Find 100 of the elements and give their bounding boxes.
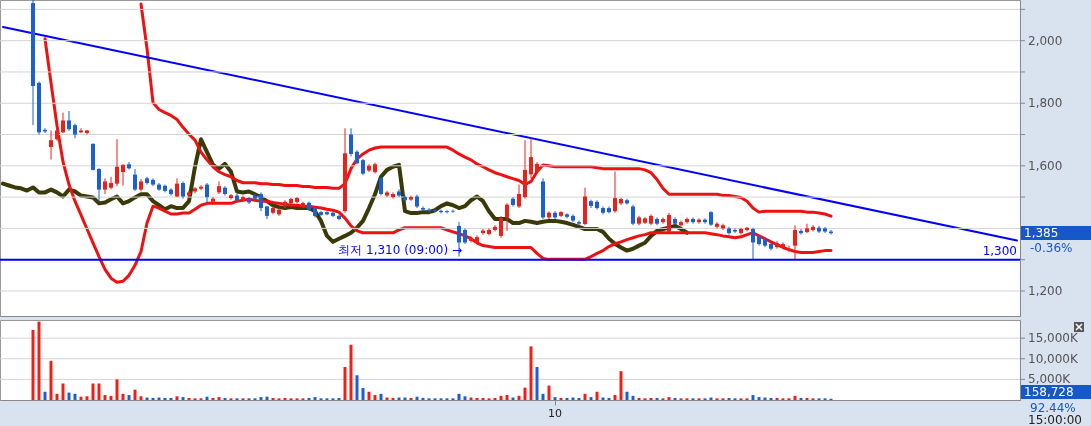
candlestick: [349, 127, 353, 157]
candlestick: [505, 202, 509, 232]
bar: [541, 393, 545, 400]
ref-line-label: 1,300: [982, 243, 1017, 258]
bar: [499, 395, 503, 400]
text: 1,385: [1024, 226, 1059, 240]
bar: [655, 397, 659, 400]
bar: [391, 397, 395, 400]
bar: [583, 393, 587, 400]
bar: [361, 388, 365, 400]
bar: [727, 397, 731, 400]
y-tick-label: 2,000: [1028, 33, 1063, 48]
candlestick: [253, 193, 257, 201]
candlestick: [109, 176, 113, 190]
candlestick: [199, 184, 203, 191]
candlestick: [421, 206, 425, 212]
bar: [163, 397, 167, 400]
candlestick: [79, 127, 83, 134]
bar: [793, 395, 797, 400]
bar: [637, 397, 641, 400]
bar: [31, 329, 35, 400]
candlestick: [175, 177, 179, 198]
bar: [109, 395, 113, 400]
bar: [607, 397, 611, 400]
bar: [307, 397, 311, 400]
bar: [355, 375, 359, 400]
bar: [175, 396, 179, 400]
y-tick-label: 5,000K: [1028, 372, 1072, 387]
candlestick: [781, 241, 785, 250]
bar: [547, 385, 551, 400]
bar: [559, 397, 563, 400]
annotation: 최저 1,310 (09:00) →: [338, 242, 462, 257]
bar: [565, 397, 569, 400]
candlestick: [685, 216, 689, 225]
bar: [151, 397, 155, 400]
bar: [67, 392, 71, 400]
candlestick: [715, 221, 719, 229]
candlestick: [691, 216, 695, 225]
candlestick: [379, 176, 383, 197]
bar: [577, 397, 581, 400]
candlestick: [391, 191, 395, 200]
bar: [343, 367, 347, 400]
candlestick: [205, 182, 209, 204]
bar: [421, 397, 425, 400]
candlestick: [613, 170, 617, 214]
candlestick: [229, 193, 233, 201]
candlestick: [811, 224, 815, 233]
bar: [49, 360, 53, 400]
candlestick: [133, 168, 137, 192]
bar: [187, 397, 191, 400]
y-tick-label: 1,800: [1028, 96, 1063, 111]
bar: [463, 396, 467, 400]
bar: [367, 391, 371, 400]
candlestick: [631, 204, 635, 226]
bar: [625, 391, 629, 400]
candlestick: [517, 184, 521, 209]
candlestick: [661, 216, 665, 225]
line-series: [43, 37, 833, 284]
candlestick: [493, 224, 497, 233]
bar: [217, 397, 221, 400]
bar: [649, 397, 653, 400]
candlestick: [211, 196, 215, 206]
y-tick-label: 15,000K: [1028, 331, 1079, 346]
bar: [493, 397, 497, 400]
bar: [139, 396, 143, 400]
line-series: [139, 2, 833, 218]
y-tick-label: 1,600: [1028, 158, 1063, 173]
candlestick: [121, 163, 125, 187]
bar: [553, 397, 557, 400]
bar: [673, 397, 677, 400]
bar: [127, 395, 131, 400]
y-tick-label: 10,000K: [1028, 351, 1079, 366]
candlestick: [805, 223, 809, 234]
y-tick-label: 1,200: [1028, 283, 1063, 298]
bar: [181, 397, 185, 400]
bar: [517, 395, 521, 400]
text: 15:00:00: [1028, 413, 1082, 426]
bar: [283, 397, 287, 400]
bar: [457, 393, 461, 400]
bar: [769, 397, 773, 400]
bar: [259, 397, 263, 400]
bar: [73, 393, 77, 400]
bar: [757, 397, 761, 400]
bar: [121, 393, 125, 400]
bar: [205, 396, 209, 400]
bar: [97, 383, 101, 400]
bar: [271, 397, 275, 400]
bar: [133, 389, 137, 400]
bar: [55, 393, 59, 400]
bar: [805, 397, 809, 400]
candlestick: [217, 180, 221, 195]
bar: [613, 395, 617, 400]
bar: [619, 371, 623, 400]
candlestick: [667, 212, 671, 234]
bar: [409, 397, 413, 400]
bar: [379, 393, 383, 400]
bar: [61, 383, 65, 400]
bar: [631, 395, 635, 400]
candlestick: [751, 227, 755, 261]
candlestick: [733, 227, 737, 234]
